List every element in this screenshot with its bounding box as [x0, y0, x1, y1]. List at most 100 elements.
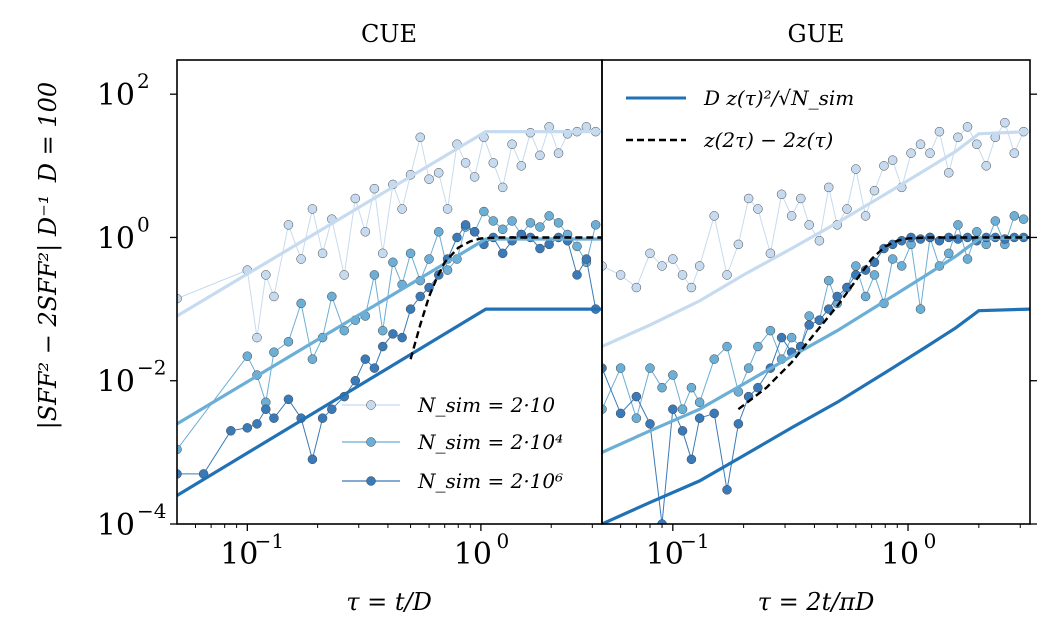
data-point — [269, 347, 279, 357]
data-point — [415, 291, 425, 302]
data-point — [934, 126, 945, 137]
data-point — [804, 311, 814, 321]
x-tick-label-exponent: 0 — [924, 529, 937, 553]
data-point — [469, 227, 480, 237]
data-point — [832, 291, 842, 302]
legend-label: N_sim = 2·10⁴ — [417, 430, 563, 454]
data-point — [369, 183, 380, 194]
y-tick-label-exponent: −4 — [137, 499, 166, 523]
data-point — [1000, 117, 1010, 128]
data-point — [677, 426, 688, 436]
data-point — [851, 261, 861, 271]
data-point — [804, 220, 814, 230]
data-point — [990, 216, 1001, 226]
data-point — [397, 204, 407, 214]
data-point — [269, 413, 279, 423]
data-point — [296, 254, 306, 264]
data-point — [261, 270, 271, 280]
data-point — [317, 413, 328, 423]
data-point — [242, 423, 253, 433]
data-point — [925, 148, 935, 158]
data-point — [369, 363, 380, 373]
data-point — [786, 211, 797, 221]
side-label-d: D = 100 — [34, 82, 62, 183]
data-point — [261, 404, 271, 414]
data-point — [972, 227, 982, 237]
x-tick-label-exponent: 0 — [497, 529, 510, 553]
data-point — [226, 426, 236, 436]
data-point — [177, 444, 182, 455]
data-point — [177, 293, 182, 304]
data-point — [944, 168, 954, 178]
data-point — [686, 454, 697, 465]
data-point — [677, 270, 688, 280]
theory-line-0-4 — [177, 237, 602, 426]
cue-legend: N_sim = 2·10 N_sim = 2·10⁴ N_sim = 2·10⁶ — [342, 393, 563, 493]
data-point — [369, 270, 380, 280]
data-point — [544, 122, 554, 132]
data-point — [944, 248, 954, 259]
data-point — [479, 206, 489, 217]
data-point — [388, 329, 398, 339]
gue-panel: 10−1 10 0 — [602, 93, 1037, 572]
data-point — [804, 320, 814, 330]
data-point — [572, 270, 582, 280]
y-tick-label-exponent: 2 — [137, 69, 150, 93]
legend-label: N_sim = 2·10⁶ — [417, 469, 563, 493]
data-point — [694, 413, 705, 423]
data-point — [572, 241, 582, 252]
data-point — [433, 168, 444, 178]
legend-marker — [366, 400, 376, 410]
data-point — [442, 265, 453, 275]
gue-legend: D z(τ)²/√N_sim z(2τ) − 2z(τ) — [626, 86, 854, 152]
data-point — [252, 332, 262, 343]
x-tick-label-exponent: −1 — [255, 529, 284, 553]
y-tick-label: 10 — [97, 78, 135, 113]
data-point — [283, 337, 294, 347]
panel-title-gue: GUE — [788, 20, 845, 48]
data-point — [823, 182, 834, 193]
y-tick-label: 10 — [97, 365, 135, 400]
data-point — [469, 172, 480, 182]
data-point — [350, 375, 361, 386]
x-tick-label: 10 — [881, 537, 919, 572]
data-point — [733, 419, 744, 429]
cue-x-axis-label: τ = t/D — [346, 588, 432, 616]
data-point — [896, 261, 907, 271]
data-point — [657, 519, 667, 524]
data-point — [842, 204, 852, 214]
data-point — [488, 216, 499, 226]
data-point — [860, 291, 871, 302]
data-point — [631, 282, 642, 293]
x-tick-label: 10 — [646, 537, 684, 572]
data-point — [177, 469, 182, 479]
data-point — [424, 174, 434, 184]
data-point — [397, 332, 407, 343]
data-point — [709, 408, 719, 419]
data-point — [645, 248, 655, 259]
panel-title-cue: CUE — [361, 20, 417, 48]
theory-line-1-3 — [602, 130, 1030, 348]
data-point — [424, 254, 434, 264]
y-axis-label: |SFF² − 2SFF²| D⁻¹ — [34, 195, 63, 430]
data-point — [753, 204, 763, 214]
legend-marker — [366, 437, 376, 447]
data-point — [296, 298, 306, 309]
data-point — [339, 325, 349, 336]
dashed-curve-0 — [409, 236, 602, 360]
cue-panel: 10−1 10 010 −410 −210 010 2 — [97, 69, 602, 572]
data-point — [814, 235, 825, 246]
series-line-0-2 — [177, 224, 597, 475]
data-point — [869, 270, 880, 280]
dashed-curve-1 — [737, 236, 1030, 411]
data-point — [317, 248, 328, 259]
data-point — [796, 193, 806, 204]
data-point — [753, 382, 763, 393]
data-point — [722, 485, 732, 495]
data-point — [823, 275, 834, 286]
data-point — [786, 332, 797, 343]
data-point — [283, 220, 294, 230]
data-point — [553, 148, 564, 158]
data-point — [733, 239, 744, 250]
data-point — [743, 363, 754, 373]
